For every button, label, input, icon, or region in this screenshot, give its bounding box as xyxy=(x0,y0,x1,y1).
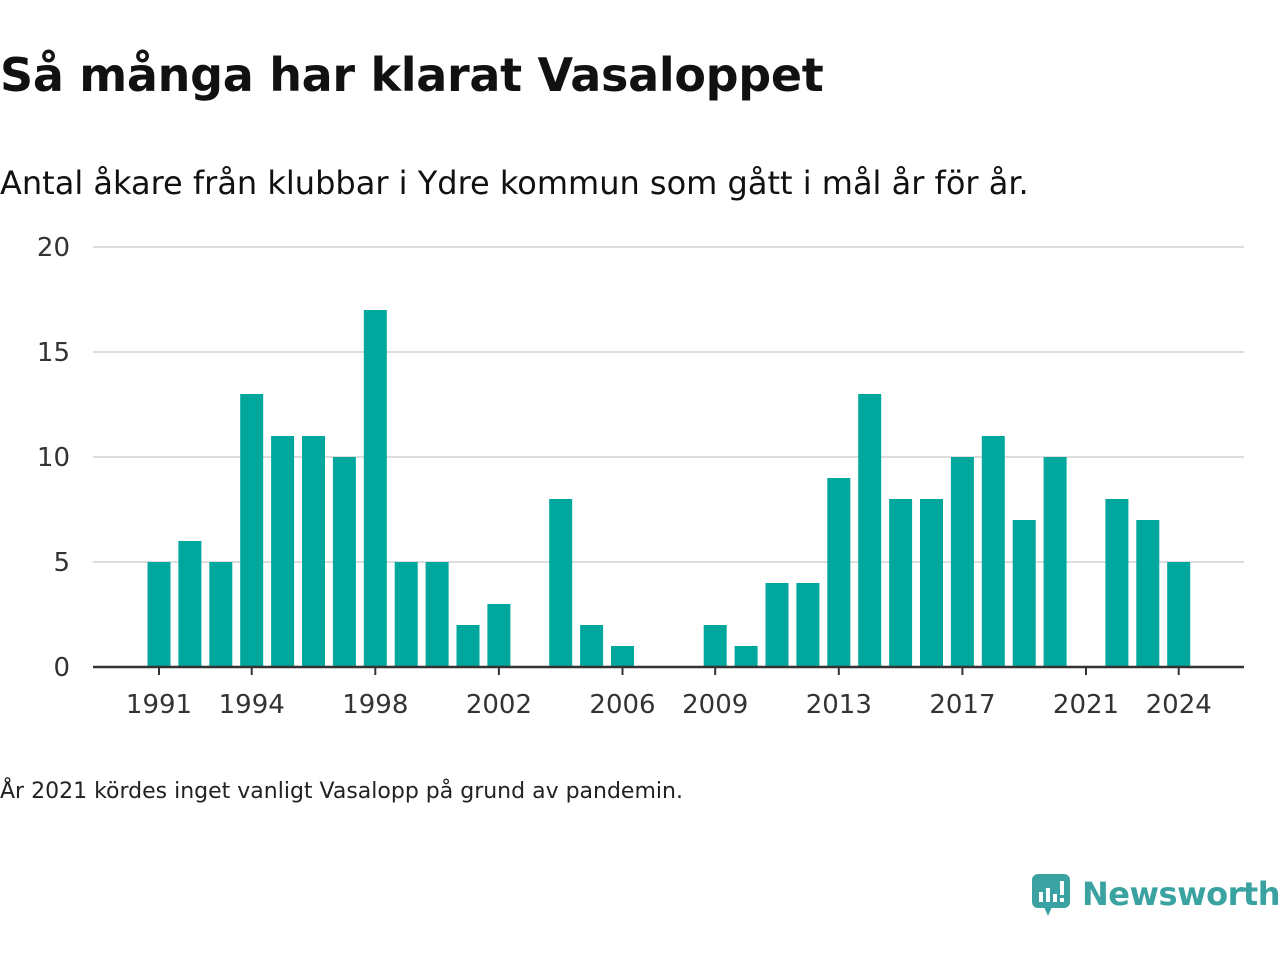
bars xyxy=(147,310,1191,667)
bar xyxy=(827,478,851,667)
x-tick-label: 2017 xyxy=(929,690,995,720)
bar xyxy=(1105,499,1129,667)
x-tick-label: 2013 xyxy=(806,690,872,720)
bar xyxy=(981,436,1005,667)
x-tick-label: 2021 xyxy=(1053,690,1119,720)
bar xyxy=(1136,520,1160,667)
bar xyxy=(580,625,604,667)
x-tick-label: 2006 xyxy=(589,690,655,720)
bar xyxy=(1043,457,1067,667)
bar xyxy=(765,583,789,667)
chart-subtitle: Antal åkare från klubbar i Ydre kommun s… xyxy=(0,164,1029,202)
chart-title: Så många har klarat Vasaloppet xyxy=(0,48,824,102)
grid-lines xyxy=(93,246,1244,563)
bar xyxy=(394,562,418,667)
bar xyxy=(363,310,387,667)
x-tick-label: 2009 xyxy=(682,690,748,720)
x-axis-ticks: 1991 1994 1998 2002 2006 2009 2013 2017 2021 2024 xyxy=(126,667,1212,720)
newsworthy-logo-icon xyxy=(1032,874,1070,916)
bar xyxy=(703,625,727,667)
bar xyxy=(734,646,758,667)
x-tick-label: 2002 xyxy=(466,690,532,720)
footnote: År 2021 kördes inget vanligt Vasalopp på… xyxy=(0,779,683,804)
y-tick-label: 10 xyxy=(37,443,70,473)
bar xyxy=(1167,562,1191,667)
bar xyxy=(147,562,171,667)
bar xyxy=(1012,520,1036,667)
x-tick-label: 1994 xyxy=(219,690,285,720)
x-tick-label: 2024 xyxy=(1146,690,1212,720)
bar xyxy=(611,646,634,667)
bar xyxy=(796,583,820,667)
x-tick-label: 1991 xyxy=(126,690,192,720)
x-tick-label: 1998 xyxy=(342,690,408,720)
y-tick-label: 20 xyxy=(37,233,70,263)
bar-chart: 0 5 10 15 20 1991 1994 1998 2002 2006 2009 2013 201… xyxy=(37,233,1244,720)
bar xyxy=(209,562,233,667)
bar xyxy=(920,499,943,667)
bar xyxy=(302,436,325,667)
bar xyxy=(858,394,882,667)
bar xyxy=(889,499,913,667)
y-tick-label: 5 xyxy=(53,548,70,578)
bar xyxy=(425,562,449,667)
bar xyxy=(271,436,295,667)
bar xyxy=(332,457,356,667)
bar xyxy=(456,625,480,667)
bar xyxy=(549,499,573,667)
brand[interactable]: Newsworthy xyxy=(1030,870,1280,918)
bar xyxy=(178,541,202,667)
y-axis-ticks: 0 5 10 15 20 xyxy=(37,233,70,683)
y-tick-label: 0 xyxy=(53,653,70,683)
brand-name: Newsworthy xyxy=(1082,875,1280,913)
y-tick-label: 15 xyxy=(37,338,70,368)
bar xyxy=(950,457,974,667)
bar xyxy=(240,394,264,667)
bar xyxy=(487,604,511,667)
